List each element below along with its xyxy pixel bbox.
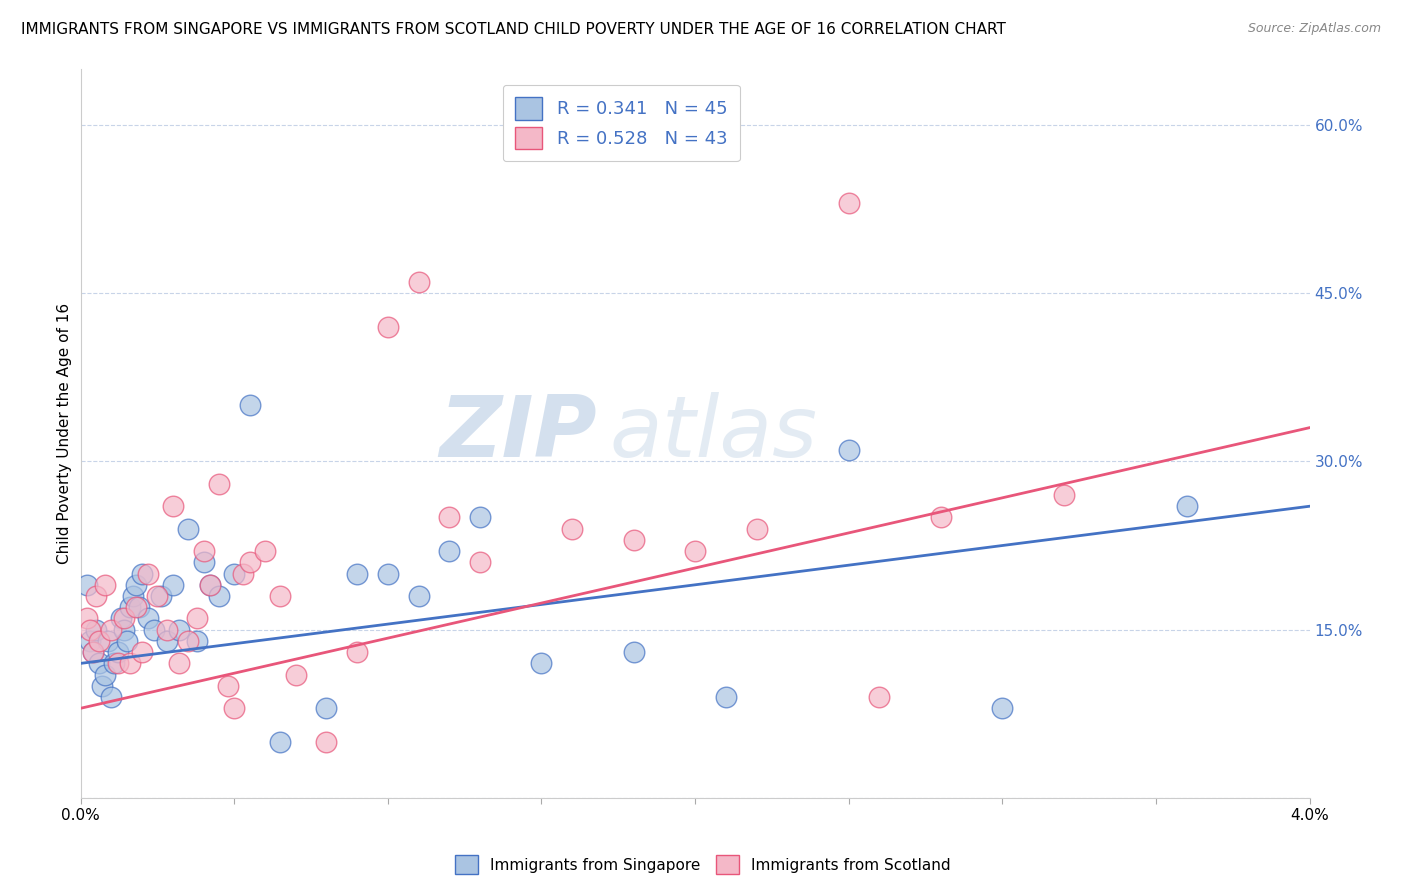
Point [115,634,138,648]
Point [128,600,150,615]
Point [107,645,129,659]
Point [198,578,221,592]
Point [745,522,768,536]
Point [193,555,215,569]
Point [253,544,276,558]
Point [143,623,166,637]
Point [110,611,132,625]
Point [208,589,231,603]
Point [94,667,117,681]
Point [112,623,135,637]
Point [439,510,461,524]
Point [177,522,200,536]
Point [131,566,153,581]
Point [683,544,706,558]
Point [94,578,117,592]
Point [1053,488,1076,502]
Point [232,566,254,581]
Point [131,645,153,659]
Point [76,578,98,592]
Point [136,611,159,625]
Point [103,657,125,671]
Point [112,611,135,625]
Legend: R = 0.341   N = 45, R = 0.528   N = 43: R = 0.341 N = 45, R = 0.528 N = 43 [502,85,740,161]
Point [156,623,179,637]
Point [239,555,262,569]
Point [217,679,239,693]
Point [468,555,491,569]
Point [198,578,221,592]
Point [186,634,208,648]
Point [79,623,101,637]
Point [177,634,200,648]
Point [838,196,860,211]
Point [87,657,110,671]
Point [84,589,107,603]
Legend: Immigrants from Singapore, Immigrants from Scotland: Immigrants from Singapore, Immigrants fr… [449,849,957,880]
Point [269,735,291,749]
Point [87,634,110,648]
Point [239,398,262,412]
Point [162,578,184,592]
Point [439,544,461,558]
Point [868,690,890,704]
Point [149,589,172,603]
Point [991,701,1014,715]
Point [79,634,101,648]
Point [561,522,583,536]
Point [315,735,337,749]
Point [84,623,107,637]
Point [315,701,337,715]
Point [156,634,179,648]
Point [193,544,215,558]
Point [162,500,184,514]
Y-axis label: Child Poverty Under the Age of 16: Child Poverty Under the Age of 16 [58,302,72,564]
Point [97,634,120,648]
Point [1175,500,1198,514]
Point [146,589,169,603]
Point [284,667,307,681]
Point [186,611,208,625]
Point [91,679,114,693]
Point [838,443,860,458]
Point [122,589,145,603]
Text: atlas: atlas [609,392,817,475]
Point [714,690,737,704]
Point [468,510,491,524]
Point [346,566,368,581]
Point [125,600,148,615]
Point [346,645,368,659]
Point [136,566,159,581]
Point [82,645,104,659]
Point [100,690,122,704]
Point [623,533,645,547]
Point [208,476,231,491]
Point [82,645,104,659]
Point [224,566,246,581]
Text: ZIP: ZIP [439,392,596,475]
Point [377,566,399,581]
Point [929,510,952,524]
Point [118,600,141,615]
Point [408,275,430,289]
Text: Source: ZipAtlas.com: Source: ZipAtlas.com [1247,22,1381,36]
Point [224,701,246,715]
Point [377,319,399,334]
Point [167,657,190,671]
Point [408,589,430,603]
Point [76,611,98,625]
Point [269,589,291,603]
Point [167,623,190,637]
Point [623,645,645,659]
Point [530,657,553,671]
Point [100,623,122,637]
Text: IMMIGRANTS FROM SINGAPORE VS IMMIGRANTS FROM SCOTLAND CHILD POVERTY UNDER THE AG: IMMIGRANTS FROM SINGAPORE VS IMMIGRANTS … [21,22,1005,37]
Point [118,657,141,671]
Point [107,657,129,671]
Point [125,578,148,592]
